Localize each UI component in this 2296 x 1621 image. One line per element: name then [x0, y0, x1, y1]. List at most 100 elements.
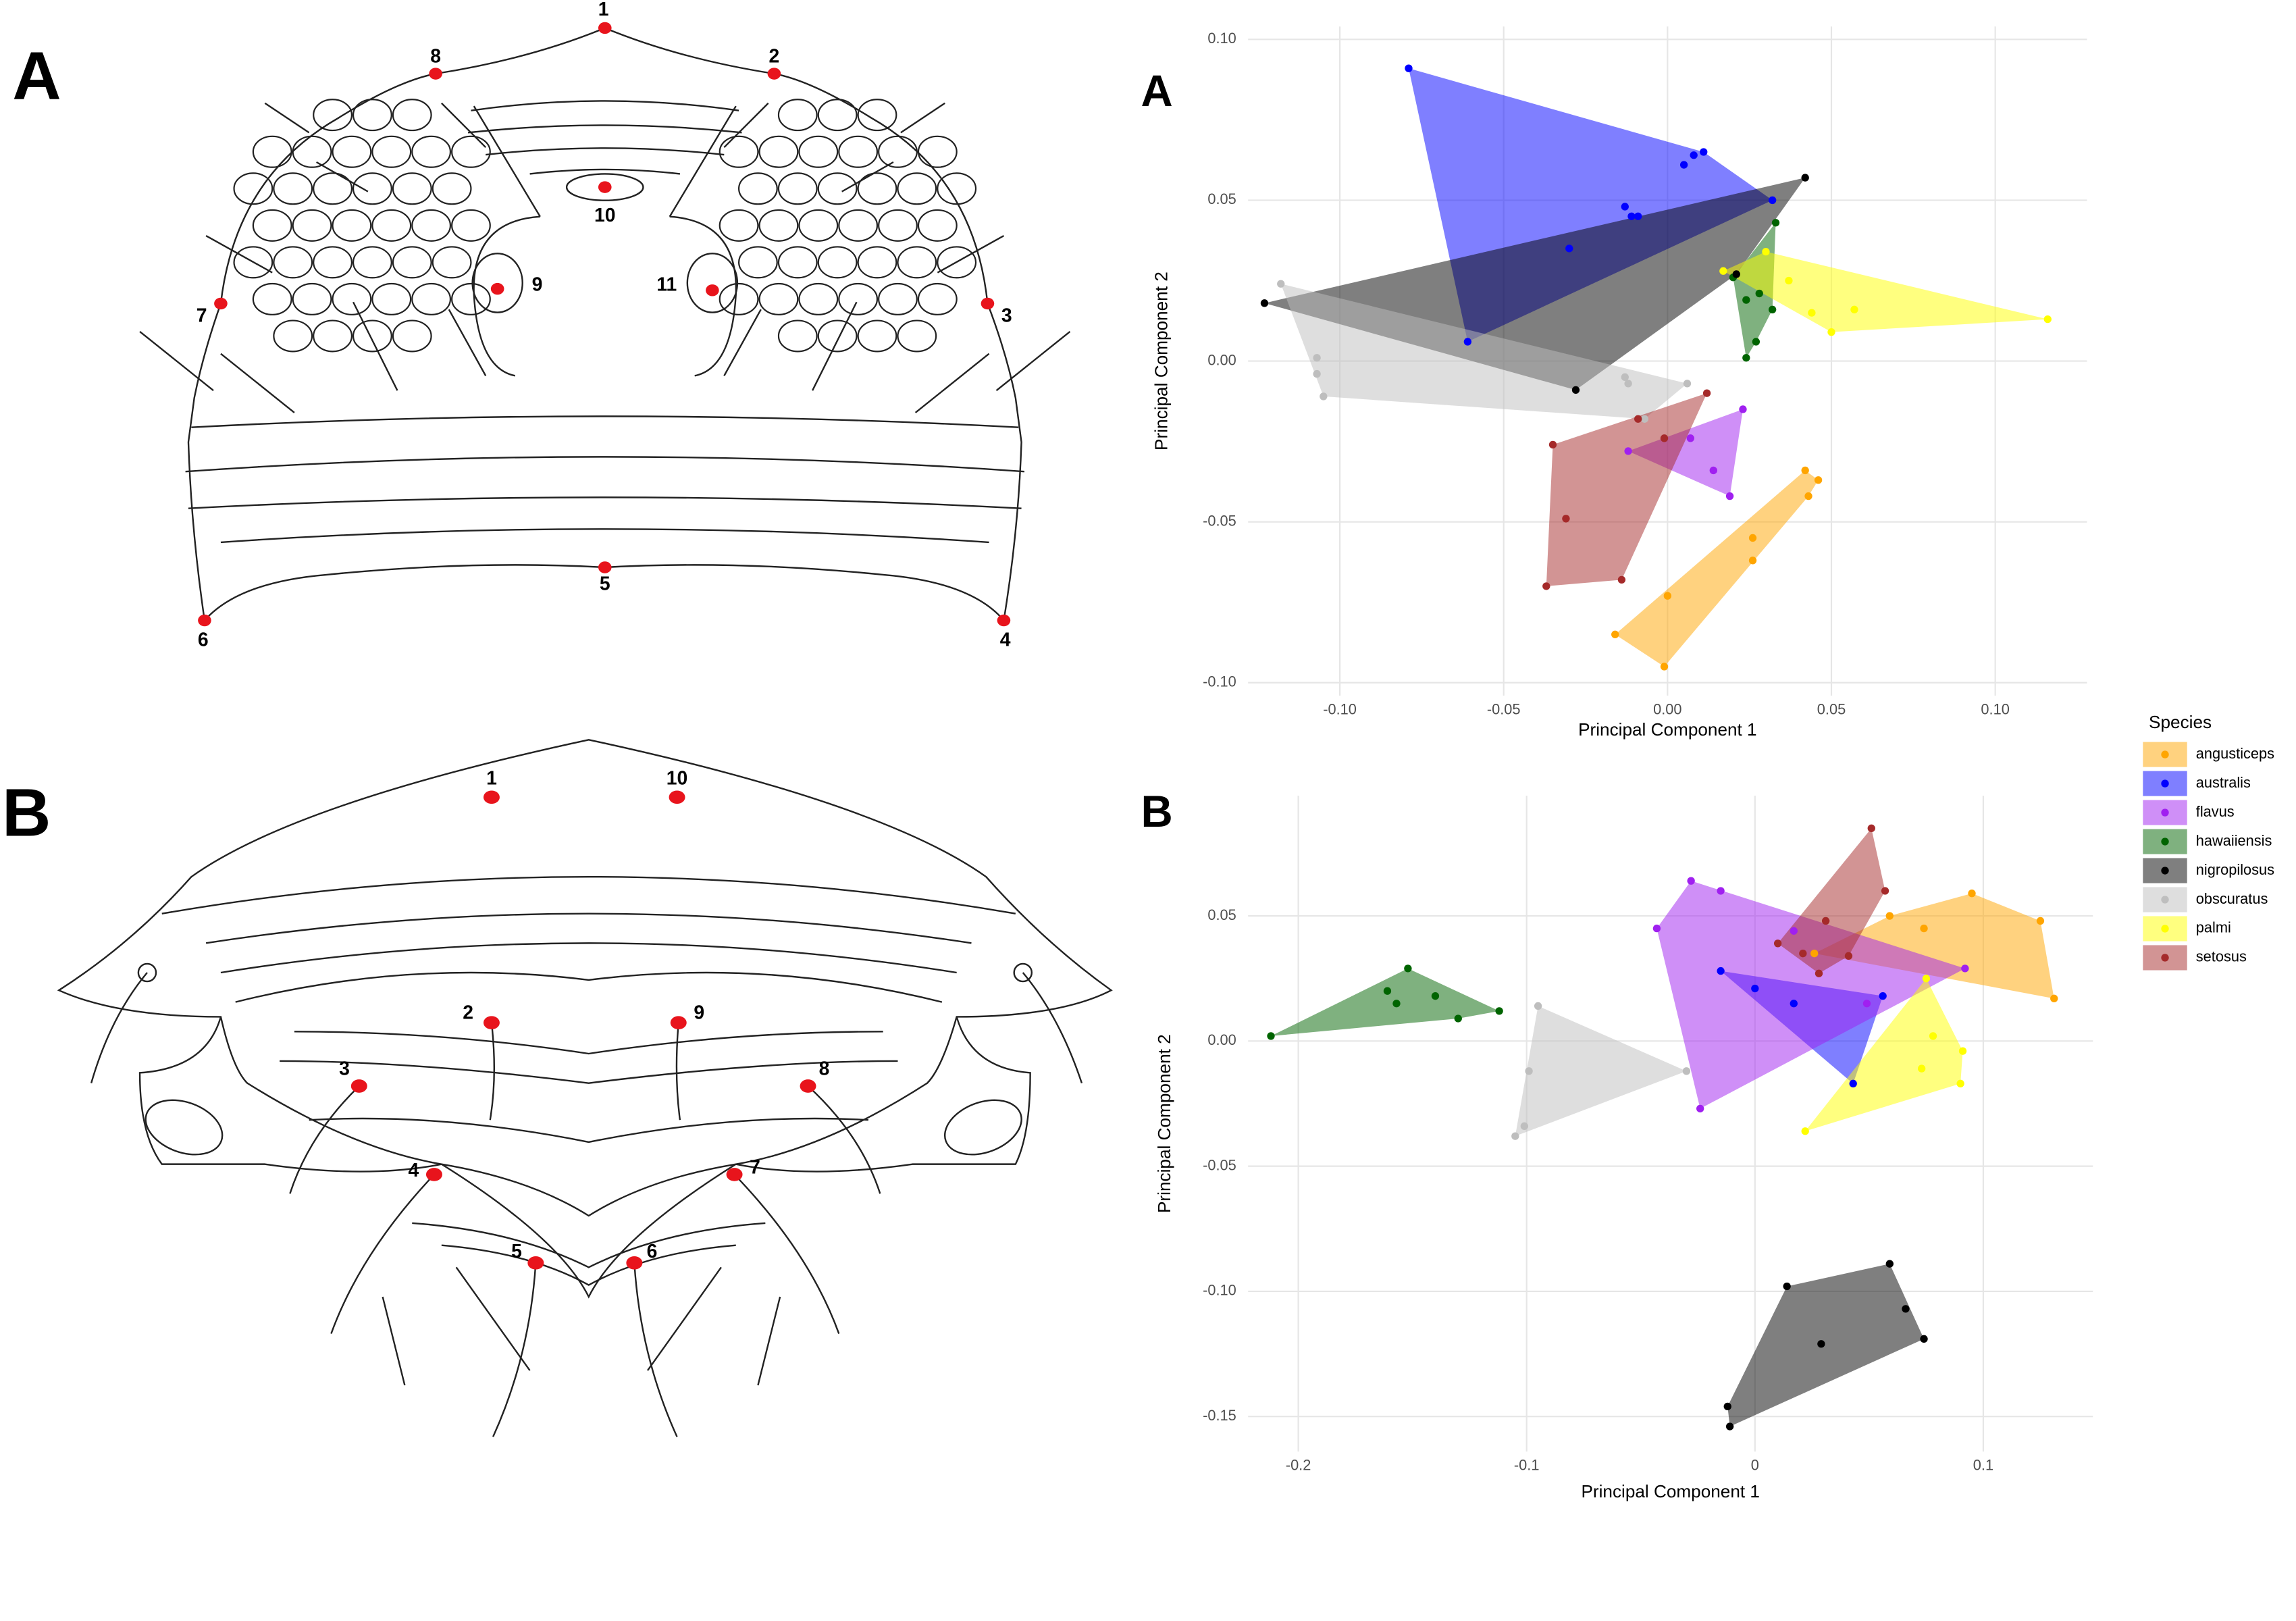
hull: [1805, 978, 1963, 1131]
point: [1719, 267, 1727, 275]
legend-title: Species: [2149, 712, 2212, 732]
point: [1723, 1402, 1731, 1411]
ommatidium: [917, 209, 958, 242]
landmark-label: 9: [694, 1002, 704, 1024]
landmark-label: 10: [667, 768, 687, 790]
ommatidium: [273, 319, 313, 353]
panel-label: B: [2, 775, 51, 850]
socket: [686, 253, 739, 313]
landmark-label: 2: [769, 46, 780, 68]
legend-label: angusticeps: [2196, 745, 2274, 762]
hull: [1271, 968, 1500, 1036]
legend-dot: [2161, 750, 2169, 758]
legend-label: australis: [2196, 774, 2251, 791]
panel-label: B: [1141, 787, 1172, 836]
ommatidium: [798, 135, 839, 168]
ommatidium: [292, 135, 332, 168]
ridges: [185, 100, 1025, 544]
ommatidium: [392, 172, 432, 205]
point: [1542, 582, 1550, 590]
landmark-label: 10: [594, 205, 615, 226]
legend-label: flavus: [2196, 803, 2235, 820]
point: [1663, 592, 1672, 600]
landmark-label: 6: [198, 629, 209, 651]
y-tick-label: -0.05: [1203, 1156, 1236, 1173]
point: [1742, 296, 1750, 304]
ommatidium: [777, 99, 818, 132]
pronotum-outline: [57, 739, 1113, 1217]
point: [1571, 386, 1580, 394]
ommatidium: [857, 99, 897, 132]
ommatidium: [857, 172, 897, 205]
ommatidium: [878, 282, 918, 315]
ommatidium: [352, 172, 392, 205]
x-axis-title: Principal Component 1: [1581, 1481, 1759, 1501]
ocellus: [565, 173, 644, 201]
point: [1804, 492, 1812, 500]
point: [1617, 575, 1626, 584]
ommatidium: [838, 209, 879, 242]
landmark-label: 4: [409, 1160, 419, 1181]
hull: [1723, 251, 2048, 332]
ommatidium: [352, 319, 392, 353]
hull: [1615, 470, 1819, 667]
setae: [90, 972, 1083, 1437]
y-tick-label: 0.10: [1207, 30, 1236, 47]
point: [1785, 276, 1793, 285]
landmark: [483, 1016, 500, 1029]
ommatidium: [937, 246, 977, 279]
hull: [1628, 409, 1743, 496]
y-tick-label: 0.00: [1207, 1031, 1236, 1048]
point: [1885, 912, 1894, 920]
ommatidium: [252, 282, 292, 315]
landmark: [626, 1256, 643, 1270]
landmark-label: 1: [486, 768, 497, 790]
point: [1773, 940, 1782, 948]
landmark: [726, 1168, 743, 1181]
landmark-label: 7: [197, 305, 207, 327]
ommatidium: [252, 209, 292, 242]
legend-dot: [2161, 896, 2169, 904]
hull: [1814, 893, 2054, 999]
point: [1885, 1260, 1894, 1268]
point: [1790, 1000, 1798, 1008]
legend-label: hawaiiensis: [2196, 832, 2272, 849]
point: [1700, 148, 1708, 156]
ommatidium: [857, 319, 897, 353]
ommatidium: [313, 319, 353, 353]
point: [1771, 219, 1780, 227]
landmark: [214, 297, 228, 310]
x-tick-label: -0.2: [1286, 1457, 1311, 1474]
ommatidium: [738, 246, 778, 279]
point: [1621, 203, 1629, 211]
point: [2050, 994, 2058, 1003]
ommatidium: [758, 282, 799, 315]
ommatidium: [451, 209, 491, 242]
point: [1725, 1422, 1734, 1431]
point: [1495, 1007, 1503, 1015]
point: [1634, 212, 1642, 220]
point: [1392, 1000, 1401, 1008]
ommatidium: [897, 172, 937, 205]
point: [1879, 992, 1887, 1000]
ommatidium: [392, 319, 432, 353]
landmark-label: 5: [511, 1241, 522, 1262]
socket: [471, 253, 523, 313]
head-outline: [187, 27, 1022, 623]
point: [1320, 392, 1328, 401]
drawing-a: [139, 27, 1071, 623]
point: [1687, 877, 1695, 885]
ommatidium: [917, 135, 958, 168]
point: [1725, 492, 1734, 500]
landmark-label: 7: [750, 1157, 760, 1179]
point: [1917, 1064, 1926, 1073]
ommatidium: [332, 135, 372, 168]
y-tick-label: -0.10: [1203, 673, 1236, 690]
landmark: [598, 181, 612, 193]
legend-label: obscuratus: [2196, 890, 2268, 907]
ommatidium: [371, 282, 412, 315]
point: [1956, 1079, 1964, 1088]
point: [1920, 1335, 1928, 1343]
legend-label: nigropilosus: [2196, 861, 2274, 878]
landmark-label: 4: [1000, 629, 1011, 651]
